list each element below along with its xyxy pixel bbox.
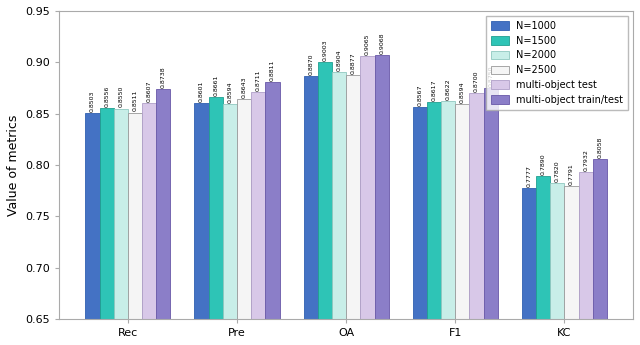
Text: 0.8904: 0.8904 [337, 49, 342, 71]
Text: 0.8700: 0.8700 [474, 71, 479, 92]
Bar [252, 92, 266, 319]
Bar [156, 89, 170, 319]
Text: 0.8643: 0.8643 [242, 76, 246, 98]
Text: 0.8617: 0.8617 [431, 79, 436, 101]
Text: 0.8058: 0.8058 [597, 137, 602, 158]
Bar [374, 55, 388, 319]
Text: 0.8870: 0.8870 [308, 53, 313, 75]
Bar [455, 104, 470, 319]
Bar [195, 103, 209, 319]
Text: 0.8511: 0.8511 [132, 90, 138, 111]
Bar [303, 76, 318, 319]
Bar [346, 75, 360, 319]
Text: 0.8550: 0.8550 [118, 86, 124, 108]
Text: 0.7791: 0.7791 [569, 164, 574, 185]
Bar [484, 88, 498, 319]
Text: 0.8622: 0.8622 [445, 78, 451, 100]
Bar [223, 104, 237, 319]
Bar [85, 113, 100, 319]
Bar [522, 188, 536, 319]
Bar [427, 102, 441, 319]
Text: 0.8601: 0.8601 [199, 81, 204, 102]
Bar [318, 62, 332, 319]
Bar [593, 159, 607, 319]
Text: 0.8594: 0.8594 [460, 81, 465, 103]
Text: 0.8503: 0.8503 [90, 91, 95, 112]
Bar [100, 108, 114, 319]
Text: 0.8594: 0.8594 [227, 81, 232, 103]
Bar [413, 107, 427, 319]
Bar [550, 184, 564, 319]
Text: 0.8607: 0.8607 [147, 80, 152, 102]
Text: 0.7890: 0.7890 [541, 154, 546, 175]
Y-axis label: Value of metrics: Value of metrics [7, 114, 20, 216]
Text: 0.9068: 0.9068 [379, 33, 384, 54]
Text: 0.8877: 0.8877 [351, 52, 356, 74]
Bar [579, 172, 593, 319]
Bar [536, 176, 550, 319]
Bar [441, 101, 455, 319]
Legend: N=1000, N=1500, N=2000, N=2500, multi-object test, multi-object train/test: N=1000, N=1500, N=2000, N=2500, multi-ob… [486, 16, 628, 110]
Text: 0.7820: 0.7820 [555, 161, 560, 183]
Text: 0.9003: 0.9003 [323, 39, 328, 61]
Text: 0.8738: 0.8738 [161, 67, 166, 88]
Text: 0.7932: 0.7932 [583, 149, 588, 171]
Text: 0.7777: 0.7777 [527, 165, 531, 187]
Text: 0.9065: 0.9065 [365, 33, 370, 55]
Bar [332, 72, 346, 319]
Bar [266, 82, 280, 319]
Bar [360, 56, 374, 319]
Text: 0.8567: 0.8567 [417, 84, 422, 106]
Bar [209, 97, 223, 319]
Text: 0.8661: 0.8661 [213, 75, 218, 96]
Text: 0.8750: 0.8750 [488, 66, 493, 87]
Bar [564, 186, 579, 319]
Bar [470, 93, 484, 319]
Bar [128, 112, 142, 319]
Text: 0.8811: 0.8811 [270, 59, 275, 81]
Bar [142, 103, 156, 319]
Text: 0.8556: 0.8556 [104, 86, 109, 107]
Text: 0.8711: 0.8711 [256, 69, 261, 91]
Bar [237, 99, 252, 319]
Bar [114, 109, 128, 319]
